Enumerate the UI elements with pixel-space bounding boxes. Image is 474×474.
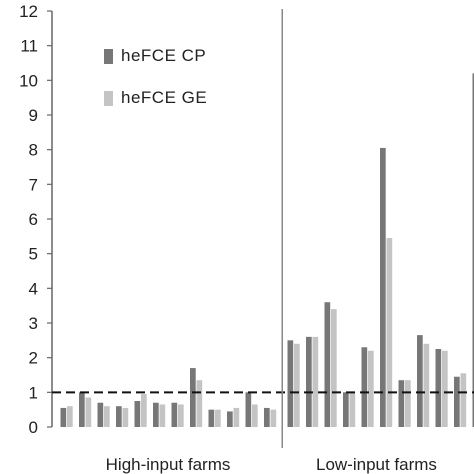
bar-hefce-cp (60, 407, 67, 427)
bar-hefce-ge (270, 409, 277, 427)
bar-hefce-ge (141, 394, 147, 427)
y-tick-label: 7 (29, 175, 38, 194)
bar-hefce-ge (85, 397, 92, 427)
bar-hefce-cp (264, 407, 270, 427)
legend-label-cp: heFCE CP (121, 46, 206, 65)
bar-hefce-cp (245, 392, 252, 427)
bar-hefce-ge (122, 407, 129, 427)
bar-hefce-cp (171, 402, 178, 427)
bar-hefce-cp (435, 349, 442, 427)
y-tick-label: 2 (29, 349, 38, 368)
y-tick-label: 10 (19, 71, 38, 90)
group-label-high-input: High-input farms (106, 455, 231, 474)
bar-hefce-ge (423, 343, 430, 427)
bar-hefce-cp (454, 376, 460, 427)
y-tick-label: 8 (29, 141, 38, 160)
bar-hefce-cp (380, 147, 386, 427)
bar-hefce-cp (190, 368, 196, 427)
bar-hefce-ge (349, 392, 356, 427)
legend: heFCE CP heFCE GE (104, 46, 207, 107)
y-tick-label: 11 (20, 37, 38, 56)
y-tick-label: 0 (29, 418, 38, 437)
bar-hefce-cp (116, 406, 122, 427)
y-tick-label: 9 (29, 106, 38, 125)
bar-hefce-cp (227, 411, 233, 427)
bar-hefce-ge (312, 336, 319, 427)
bar-hefce-cp (306, 336, 312, 427)
bar-hefce-ge (233, 407, 240, 427)
bar-hefce-ge (196, 380, 203, 427)
bar-hefce-cp (208, 409, 215, 427)
bar-hefce-ge (442, 350, 448, 427)
bar-hefce-cp (287, 340, 294, 427)
legend-label-ge: heFCE GE (121, 88, 207, 107)
y-tick-label: 5 (29, 245, 38, 264)
bar-hefce-ge (386, 238, 393, 427)
bar-hefce-ge (159, 404, 166, 427)
bar-hefce-ge (178, 404, 184, 427)
bar-hefce-cp (97, 402, 104, 427)
bar-hefce-ge (368, 350, 374, 427)
bar-hefce-cp (417, 335, 423, 427)
bar-hefce-cp (134, 401, 141, 427)
bar-hefce-cp (472, 73, 474, 428)
bar-hefce-ge (104, 406, 110, 427)
bar-hefce-ge (67, 406, 73, 427)
bar-hefce-ge (294, 343, 300, 427)
y-tick-label: 4 (29, 279, 38, 298)
bar-hefce-ge (405, 380, 411, 427)
bar-hefce-ge (460, 373, 467, 427)
group-label-low-input: Low-input farms (316, 455, 437, 474)
bar-hefce-cp (153, 402, 159, 427)
bar-hefce-ge (331, 309, 337, 427)
legend-swatch-ge (104, 91, 113, 106)
y-tick-label: 3 (29, 314, 38, 333)
bar-hefce-cp (361, 347, 368, 427)
y-tick-label: 1 (29, 383, 38, 402)
y-tick-label: 6 (29, 210, 38, 229)
bar-hefce-cp (324, 302, 331, 427)
bar-hefce-cp (343, 392, 349, 427)
y-tick-label: 12 (19, 2, 38, 21)
bar-hefce-ge (215, 409, 221, 427)
bar-hefce-cp (79, 392, 85, 427)
legend-swatch-cp (104, 49, 113, 64)
bar-hefce-cp (398, 380, 405, 427)
bar-hefce-ge (252, 404, 258, 427)
bars (60, 73, 474, 428)
